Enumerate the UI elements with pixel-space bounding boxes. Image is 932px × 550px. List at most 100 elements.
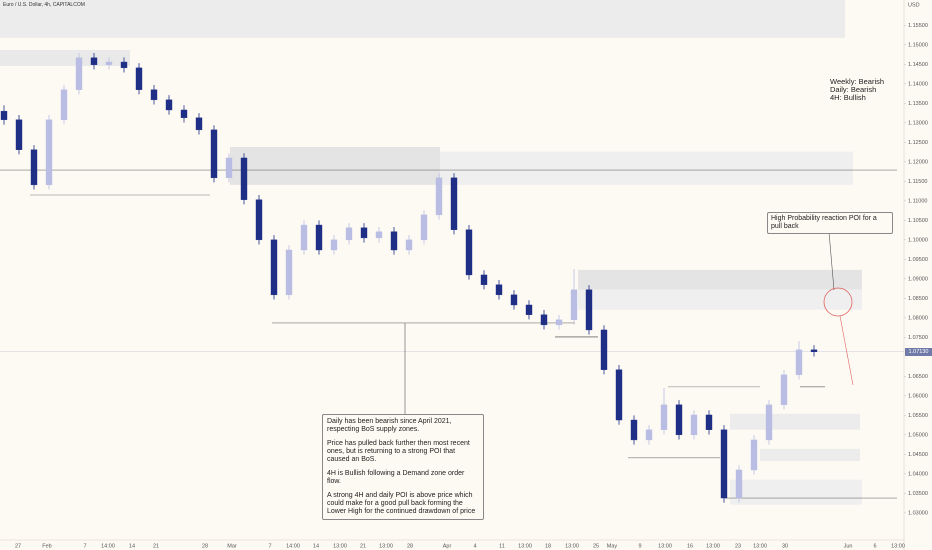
y-tick-label: 1.10000 — [908, 237, 928, 243]
candle-body — [405, 239, 413, 251]
candle-body — [60, 89, 68, 120]
candle-body — [90, 57, 98, 65]
candle-body — [615, 369, 623, 421]
candle-body — [690, 414, 698, 436]
y-tick-label: 1.11500 — [908, 179, 927, 185]
candle-body — [375, 231, 383, 239]
candle-body — [180, 109, 188, 118]
x-tick-label: Apr — [443, 543, 452, 549]
candle-body — [300, 224, 308, 251]
candle-body — [315, 224, 323, 251]
candle-body — [810, 349, 818, 352]
x-tick-label: 7 — [83, 543, 86, 549]
poi-circle — [823, 287, 853, 317]
candle-body — [525, 304, 533, 315]
x-tick-label: 11 — [499, 543, 505, 549]
x-tick-label: 25 — [593, 543, 599, 549]
y-tick-label: 1.09500 — [908, 257, 928, 263]
y-tick-label: 1.14000 — [908, 81, 928, 87]
y-tick-label: 1.03500 — [908, 491, 928, 497]
zone — [0, 0, 845, 38]
drawings — [404, 231, 854, 414]
candle-body — [15, 119, 23, 150]
bias-line: Daily: Bearish — [830, 85, 877, 94]
x-tick-label: 13:00 — [379, 543, 393, 549]
zone — [578, 269, 862, 290]
x-tick-label: 14 — [129, 543, 135, 549]
zone — [440, 151, 853, 185]
x-tick-label: 6 — [873, 543, 876, 549]
y-tick-label: 1.08500 — [908, 296, 928, 302]
currency: USD — [908, 2, 920, 8]
x-tick-label: 21 — [153, 543, 159, 549]
paragraph: Daily has been bearish since April 2021,… — [327, 418, 452, 433]
bias-line: 4H: Bullish — [830, 93, 866, 102]
y-tick-label: 1.05000 — [908, 432, 928, 438]
x-tick-label: 28 — [202, 543, 208, 549]
y-tick-label: 1.12500 — [908, 140, 928, 146]
x-tick-label: 21 — [360, 543, 366, 549]
x-tick-label: 13:00 — [518, 543, 532, 549]
y-tick-label: 1.14500 — [908, 62, 928, 68]
x-tick-label: 14:00 — [286, 543, 300, 549]
y-tick-label: 1.11000 — [908, 198, 927, 204]
candle-body — [705, 414, 713, 430]
paragraph: 4H is Bullish following a Demand zone or… — [327, 470, 465, 485]
candle-body — [555, 319, 563, 326]
candle-body — [240, 157, 248, 200]
x-tick-label: 16 — [687, 543, 693, 549]
candle-body — [795, 349, 803, 375]
zone — [578, 289, 862, 310]
candle-body — [135, 67, 143, 90]
x-tick-label: 28 — [407, 543, 413, 549]
symbol-title: Euro / U.S. Dollar, 4h, CAPITALCOM — [3, 2, 85, 8]
candle-body — [630, 419, 638, 441]
candle-body — [660, 404, 668, 430]
x-tick-label: 13:00 — [891, 543, 905, 549]
candle-body — [45, 119, 53, 186]
analysis-note: Daily has been bearish since April 2021,… — [322, 414, 484, 520]
x-tick-label: 13:00 — [753, 543, 767, 549]
y-tick-label: 1.03000 — [908, 510, 928, 516]
y-tick-label: 1.15500 — [908, 23, 928, 29]
y-tick-label: 1.06000 — [908, 393, 928, 399]
x-tick-label: Jun — [844, 543, 853, 549]
candle-body — [645, 429, 653, 441]
x-tick-label: 13:00 — [333, 543, 347, 549]
candle-body — [765, 404, 773, 441]
candle-body — [270, 239, 278, 296]
candle-body — [120, 61, 128, 69]
candle-body — [0, 110, 8, 120]
y-tick-label: 1.12000 — [908, 159, 928, 165]
x-tick-label: 4 — [473, 543, 476, 549]
y-tick-label: 1.07500 — [908, 335, 928, 341]
x-tick-label: 14 — [313, 543, 319, 549]
y-tick-label: 1.13500 — [908, 101, 928, 107]
y-tick-label: 1.06500 — [908, 374, 928, 380]
candle-body — [465, 229, 473, 276]
pointer-line — [828, 231, 835, 291]
candle-body — [390, 231, 398, 251]
candle-body — [435, 177, 443, 216]
candle-body — [330, 239, 338, 251]
candle-body — [450, 177, 458, 230]
bias-line: Weekly: Bearish — [830, 77, 885, 86]
x-tick-label: Feb — [42, 543, 51, 549]
candle-body — [165, 99, 173, 111]
candle-body — [105, 61, 113, 65]
candle-body — [30, 149, 38, 186]
paragraph: Price has pulled back further then most … — [327, 440, 470, 463]
y-tick-label: 1.10500 — [908, 218, 928, 224]
candle-body — [720, 429, 728, 499]
candle-body — [570, 289, 578, 320]
x-tick-label: May — [607, 543, 618, 549]
candle-body — [510, 294, 518, 306]
candle-body — [210, 129, 218, 179]
x-tick-label: 30 — [782, 543, 788, 549]
candle-body — [585, 289, 593, 331]
candle-body — [285, 249, 293, 296]
candle-body — [360, 227, 368, 239]
x-tick-label: 27 — [15, 543, 21, 549]
candle-body — [675, 404, 683, 436]
